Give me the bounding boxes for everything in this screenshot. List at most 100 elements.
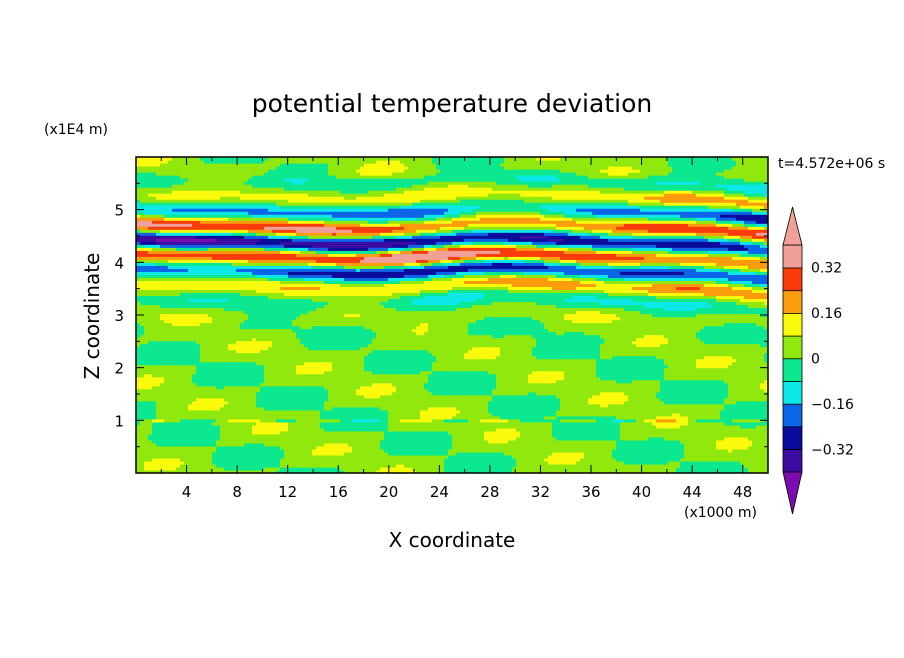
contour-cell <box>328 391 357 396</box>
contour-cell <box>152 421 213 426</box>
contour-cell <box>388 409 421 414</box>
contour-cell <box>460 199 525 203</box>
contour-cell <box>720 409 768 414</box>
contour-cell <box>276 202 413 206</box>
contour-cell <box>404 268 469 272</box>
contour-cell <box>176 466 225 471</box>
contour-cell <box>284 187 397 191</box>
contour-cell <box>292 328 373 333</box>
contour-cell <box>456 271 485 275</box>
contour-cell <box>752 238 765 242</box>
contour-cell <box>420 370 433 375</box>
contour-cell <box>740 424 757 429</box>
contour-cell <box>136 238 157 242</box>
contour-cell <box>484 259 525 263</box>
contour-cell <box>284 178 309 182</box>
contour-cell <box>388 451 449 456</box>
contour-cell <box>688 223 717 227</box>
contour-cell <box>496 355 537 360</box>
contour-cell <box>164 376 193 381</box>
contour-cell <box>624 223 689 227</box>
y-tick-label: 5 <box>114 202 124 220</box>
contour-cell <box>516 457 545 462</box>
contour-cell <box>616 379 633 384</box>
contour-cell <box>144 328 293 333</box>
contour-cell <box>264 364 297 369</box>
contour-cell <box>412 298 477 303</box>
contour-cell <box>600 334 645 339</box>
contour-cell <box>500 274 517 278</box>
contour-cell <box>416 325 429 330</box>
contour-cell <box>496 427 517 432</box>
contour-cell <box>576 460 625 465</box>
contour-cell <box>732 208 753 212</box>
contour-cell <box>752 235 768 239</box>
contour-cell <box>148 433 221 438</box>
contour-cell <box>712 304 749 309</box>
contour-cell <box>640 262 681 266</box>
contour-cell <box>748 199 768 203</box>
contour-cell <box>136 205 281 209</box>
contour-cell <box>472 304 557 309</box>
contour-cell <box>324 280 401 284</box>
contour-cell <box>544 259 561 263</box>
contour-cell <box>140 343 201 348</box>
contour-cell <box>548 460 577 465</box>
contour-cell <box>724 379 765 384</box>
contour-cell <box>700 328 768 333</box>
x-tick-label: 12 <box>278 483 297 501</box>
contour-cell <box>544 457 581 462</box>
contour-cell <box>476 211 541 215</box>
contour-cell <box>156 241 257 245</box>
contour-cell <box>136 397 197 402</box>
contour-cell <box>460 409 489 414</box>
contour-cell <box>728 364 768 369</box>
contour-cell <box>468 328 549 333</box>
contour-cell <box>716 223 733 227</box>
contour-cell <box>688 421 725 426</box>
contour-cell <box>524 199 629 203</box>
contour-cell <box>508 439 617 444</box>
colorbar-tick-label: −0.16 <box>811 397 854 413</box>
contour-cell <box>632 250 669 254</box>
contour-cell <box>136 277 269 281</box>
contour-cell <box>328 301 381 306</box>
contour-cell <box>420 232 437 236</box>
contour-cell <box>468 322 545 327</box>
contour-cell <box>244 235 269 239</box>
contour-cell <box>456 412 493 417</box>
contour-cell <box>492 187 625 191</box>
contour-cell <box>296 253 329 257</box>
contour-cell <box>756 220 768 224</box>
contour-cell <box>748 445 768 450</box>
contour-cell <box>140 322 173 327</box>
contour-cell <box>632 298 717 303</box>
contour-cell <box>516 436 557 441</box>
contour-cell <box>740 253 765 257</box>
contour-cell <box>268 235 289 239</box>
contour-cell <box>336 262 405 266</box>
contour-cell <box>628 199 661 203</box>
contour-cell <box>444 244 461 248</box>
contour-cell <box>420 409 461 414</box>
contour-cell <box>244 442 265 447</box>
contour-cell <box>136 232 157 236</box>
contour-cell <box>564 376 601 381</box>
contour-cell <box>424 220 453 224</box>
contour-cell <box>172 208 269 212</box>
contour-cell <box>644 256 733 260</box>
contour-cell <box>760 244 768 248</box>
contour-cell <box>300 325 313 330</box>
contour-cell <box>136 322 141 327</box>
contour-cell <box>152 418 165 423</box>
contour-cell <box>180 292 241 297</box>
contour-cell <box>764 352 768 357</box>
contour-cell <box>136 382 161 387</box>
contour-cell <box>500 163 669 167</box>
contour-cell <box>564 214 597 218</box>
contour-cell <box>556 241 721 245</box>
contour-cell <box>624 187 729 191</box>
contour-cell <box>552 424 621 429</box>
contour-cell <box>600 376 665 381</box>
contour-cell <box>220 406 265 411</box>
